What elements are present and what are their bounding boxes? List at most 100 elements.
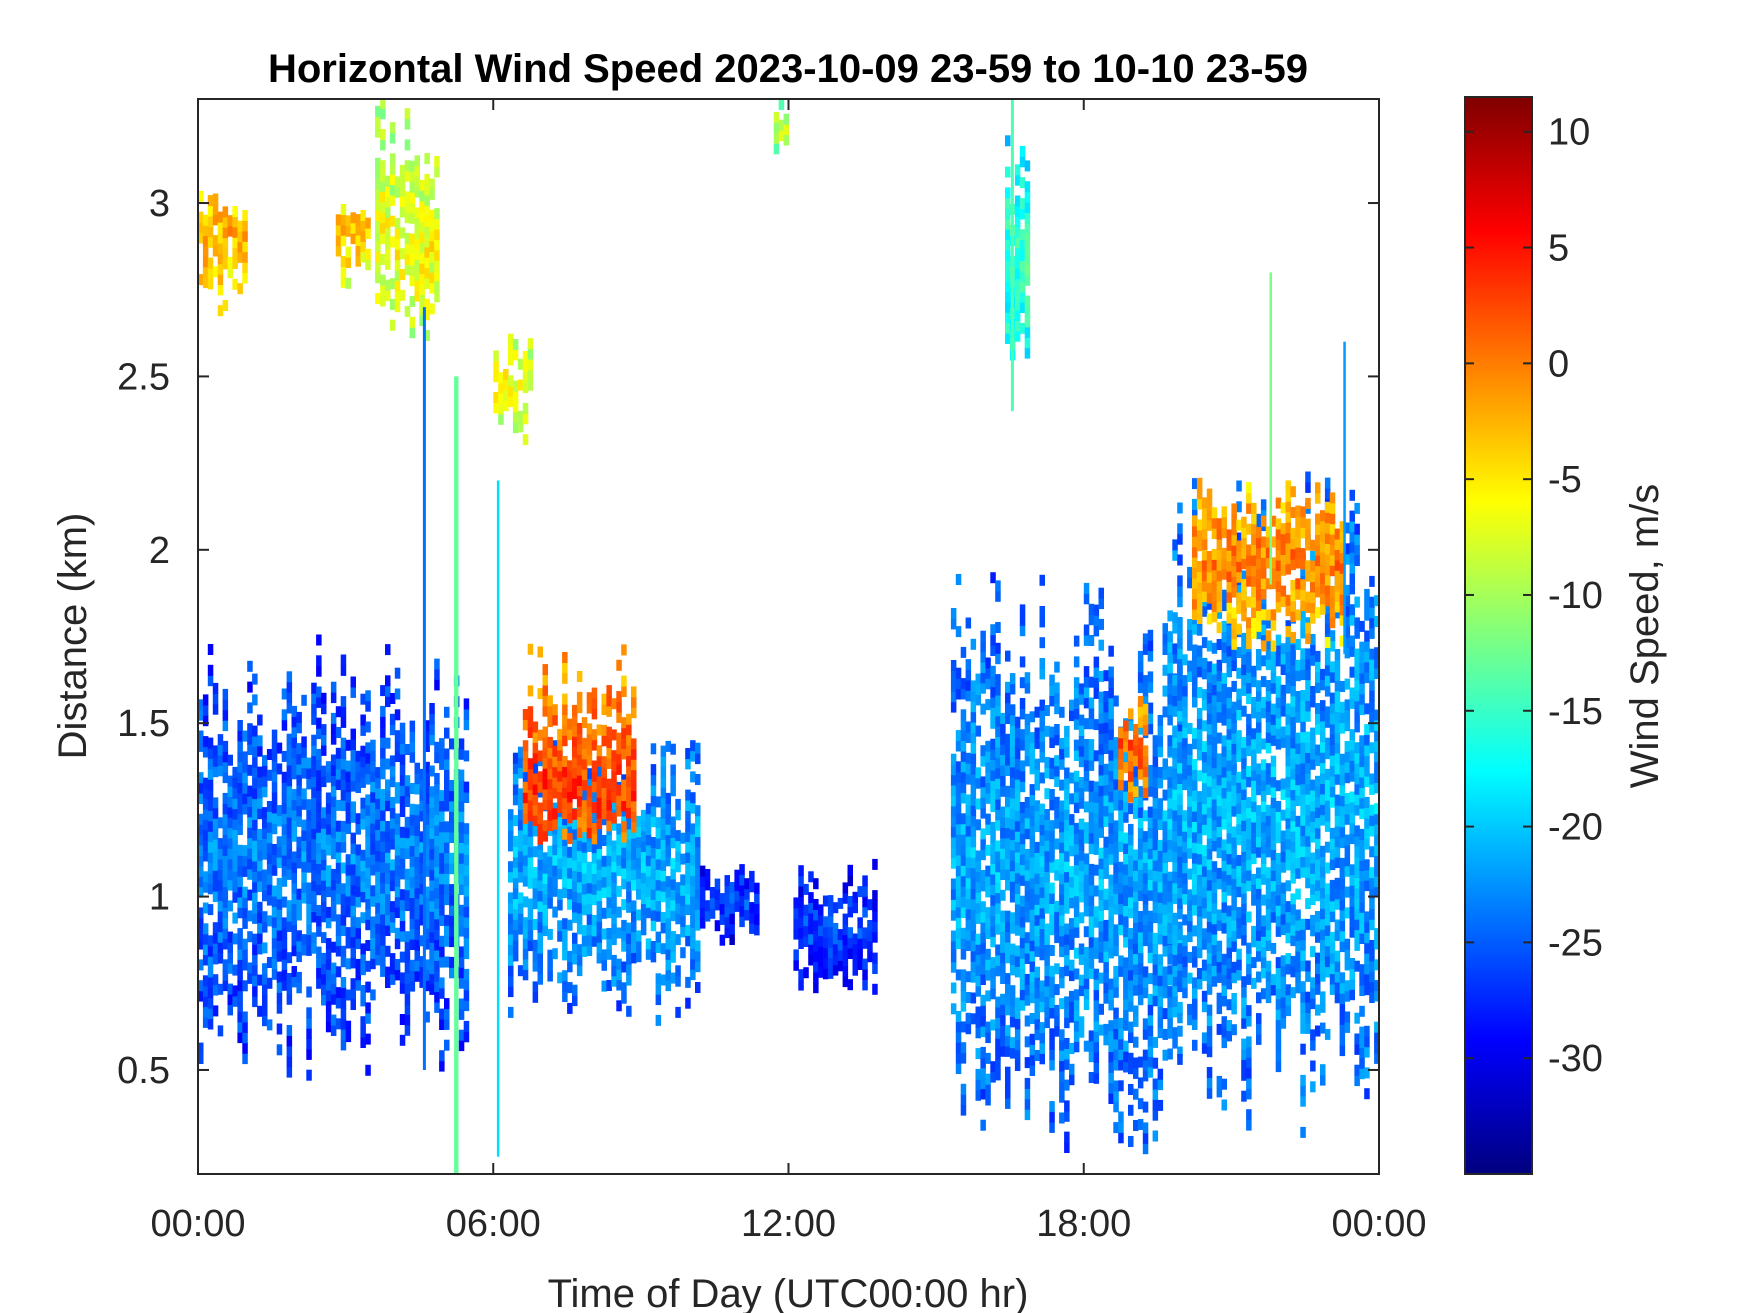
heatmap-cell (1221, 964, 1227, 976)
heatmap-cell (424, 855, 430, 867)
heatmap-cell (1305, 481, 1311, 493)
heatmap-cell (1265, 877, 1272, 889)
heatmap-cell (1324, 654, 1331, 666)
heatmap-cell (837, 929, 844, 941)
heatmap-cell (281, 750, 288, 762)
heatmap-cell (1187, 754, 1193, 766)
heatmap-cell (262, 911, 268, 923)
heatmap-cell (1142, 831, 1149, 843)
heatmap-cell (444, 883, 450, 895)
heatmap-cell (198, 232, 204, 244)
heatmap-cell (1009, 943, 1016, 955)
heatmap-cell (281, 865, 288, 877)
heatmap-cell (1083, 832, 1090, 844)
heatmap-cell (1142, 862, 1149, 874)
heatmap-cell (990, 749, 996, 761)
heatmap-cell (508, 902, 514, 914)
heatmap-cell (1177, 669, 1183, 680)
heatmap-cell (1108, 885, 1114, 896)
heatmap-cell (252, 736, 258, 747)
heatmap-cell (1310, 748, 1316, 760)
heatmap-cell (222, 876, 229, 888)
heatmap-cell (606, 896, 612, 908)
heatmap-cell (995, 653, 1001, 665)
heatmap-cell (1123, 915, 1129, 927)
heatmap-cell (1211, 715, 1218, 727)
heatmap-cell (1226, 811, 1232, 823)
heatmap-cell (1098, 806, 1104, 818)
heatmap-cell (321, 838, 327, 850)
heatmap-cell (207, 841, 214, 853)
heatmap-cell (340, 758, 347, 770)
heatmap-cell (1059, 810, 1065, 822)
heatmap-cell (1216, 1086, 1223, 1098)
heatmap-cell (1315, 869, 1321, 881)
heatmap-cell (1241, 841, 1247, 852)
heatmap-cell (1083, 822, 1090, 834)
heatmap-cell (1177, 627, 1183, 639)
heatmap-cell (1069, 1043, 1075, 1054)
heatmap-cell (247, 972, 253, 984)
heatmap-cell (1162, 862, 1168, 874)
heatmap-cell (1093, 906, 1100, 918)
heatmap-cell (404, 879, 411, 891)
heatmap-cell (340, 1039, 347, 1051)
heatmap-cell (1113, 1059, 1119, 1071)
heatmap-cell (1113, 966, 1119, 977)
heatmap-cell (1206, 598, 1213, 610)
heatmap-cell (1113, 862, 1119, 873)
heatmap-cell (429, 952, 435, 964)
heatmap-cell (202, 736, 209, 748)
heatmap-cell (242, 1032, 248, 1044)
heatmap-cell (1088, 676, 1095, 688)
heatmap-cell (1167, 912, 1173, 924)
heatmap-cell (621, 899, 627, 911)
heatmap-cell (1275, 821, 1282, 833)
heatmap-cell (1275, 977, 1282, 989)
heatmap-cell (699, 907, 706, 919)
heatmap-cell (198, 990, 204, 1002)
heatmap-cell (350, 988, 356, 1000)
heatmap-cell (389, 963, 396, 975)
heatmap-cell (704, 900, 711, 912)
heatmap-cell (1069, 897, 1075, 909)
heatmap-cell (1275, 988, 1282, 1000)
heatmap-cell (227, 806, 233, 818)
heatmap-cell (1216, 847, 1223, 859)
heatmap-cell (626, 1005, 632, 1017)
heatmap-cell (222, 917, 229, 929)
heatmap-cell (1088, 936, 1095, 948)
heatmap-cell (1354, 919, 1360, 931)
heatmap-cell (1147, 993, 1154, 1005)
heatmap-cell (517, 923, 524, 935)
heatmap-cell (439, 842, 445, 854)
heatmap-cell (724, 875, 730, 887)
heatmap-cell (1039, 897, 1045, 909)
heatmap-cell (1315, 983, 1321, 995)
heatmap-cell (813, 919, 819, 931)
heatmap-cell (1078, 1016, 1085, 1028)
heatmap-cell (572, 911, 578, 923)
heatmap-cell (222, 896, 229, 908)
heatmap-cell (345, 781, 352, 793)
heatmap-cell (581, 935, 588, 947)
heatmap-cell (1256, 919, 1262, 931)
heatmap-cell (1201, 605, 1208, 617)
heatmap-cell (345, 885, 352, 897)
heatmap-cell (380, 841, 386, 853)
heatmap-cell (1137, 838, 1144, 850)
heatmap-cell (1251, 769, 1257, 781)
heatmap-cell (837, 897, 844, 909)
heatmap-cell (1201, 689, 1208, 701)
heatmap-cell (1305, 710, 1311, 722)
heatmap-cell (429, 796, 435, 808)
heatmap-cell (1005, 796, 1011, 808)
heatmap-cell (631, 931, 637, 943)
heatmap-cell (1354, 555, 1360, 566)
heatmap-cell (640, 893, 647, 905)
heatmap-cell (227, 1004, 233, 1016)
heatmap-cell (380, 872, 386, 884)
heatmap-cell (232, 787, 238, 799)
heatmap-cell (1369, 919, 1375, 931)
heatmap-cell (1014, 779, 1021, 791)
